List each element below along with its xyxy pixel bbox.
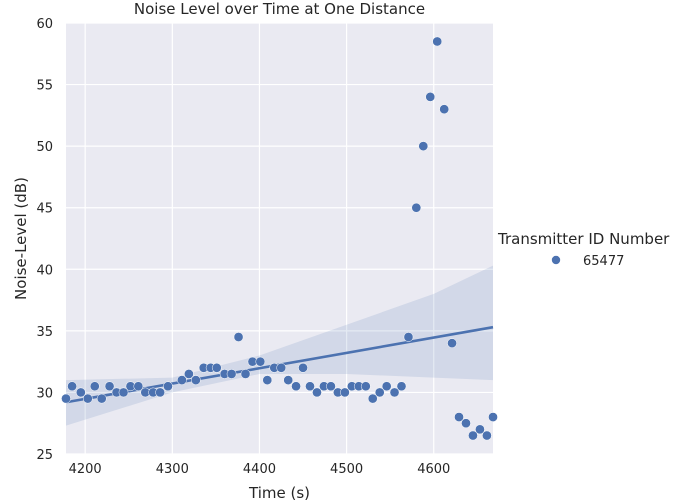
- data-point: [305, 381, 315, 392]
- data-point: [367, 393, 378, 404]
- data-point: [381, 381, 392, 392]
- data-point: [396, 381, 407, 392]
- data-point: [389, 387, 400, 398]
- x-tick-label: 4200: [69, 462, 102, 477]
- data-point: [82, 393, 93, 404]
- data-point: [418, 141, 429, 151]
- data-point: [262, 375, 273, 385]
- data-point: [482, 430, 492, 441]
- data-point: [233, 332, 244, 342]
- data-point: [475, 424, 485, 435]
- data-point: [411, 202, 422, 213]
- data-point: [326, 381, 336, 392]
- y-tick-label: 35: [36, 325, 53, 340]
- data-point: [133, 381, 144, 392]
- x-tick-label: 4300: [156, 462, 189, 477]
- y-tick-label: 40: [36, 263, 53, 278]
- data-point: [374, 387, 385, 398]
- data-point: [89, 381, 100, 392]
- data-point: [283, 375, 294, 385]
- data-point: [177, 375, 187, 385]
- x-tick-labels: 4200 4300 4400 4500 4600: [69, 462, 451, 477]
- data-point: [211, 362, 222, 373]
- legend-title: Transmitter ID Number: [497, 230, 670, 248]
- data-point: [255, 356, 266, 367]
- scatter-points: [61, 36, 498, 441]
- y-axis-label: Noise-Level (dB): [12, 177, 30, 300]
- x-tick-label: 4600: [417, 462, 450, 477]
- y-tick-label: 60: [36, 17, 53, 32]
- data-point: [461, 418, 471, 429]
- y-tick-label: 30: [36, 386, 53, 401]
- data-point: [104, 381, 115, 392]
- data-point: [447, 338, 457, 349]
- y-tick-label: 45: [36, 202, 53, 217]
- data-point: [298, 362, 308, 373]
- x-tick-label: 4500: [330, 462, 363, 477]
- data-point: [291, 381, 301, 392]
- y-tick-label: 55: [36, 79, 53, 94]
- x-tick-label: 4400: [243, 462, 276, 477]
- data-point: [468, 430, 478, 441]
- data-point: [75, 387, 86, 398]
- y-tick-label: 50: [36, 140, 53, 155]
- data-point: [61, 393, 71, 404]
- data-point: [118, 387, 129, 398]
- data-point: [340, 387, 350, 398]
- data-point: [403, 332, 414, 342]
- data-point: [226, 369, 237, 379]
- data-point: [360, 381, 371, 392]
- data-point: [190, 375, 201, 385]
- data-point: [155, 387, 165, 398]
- y-tick-label: 25: [36, 448, 53, 463]
- legend-marker: [551, 255, 561, 265]
- legend: Transmitter ID Number 65477: [497, 230, 670, 269]
- data-point: [163, 381, 173, 392]
- x-axis-label: Time (s): [248, 484, 310, 500]
- data-point: [432, 36, 443, 47]
- data-point: [96, 393, 107, 404]
- data-point: [488, 412, 498, 422]
- data-point: [439, 104, 450, 115]
- data-point: [184, 369, 194, 379]
- data-point: [67, 381, 77, 392]
- data-point: [276, 362, 287, 373]
- y-tick-labels: 25 30 35 40 45 50 55 60: [36, 17, 53, 463]
- data-point: [425, 92, 436, 102]
- data-point: [312, 387, 322, 398]
- data-point: [454, 412, 464, 422]
- legend-entry-label: 65477: [583, 254, 624, 269]
- data-point: [240, 369, 251, 379]
- chart-title: Noise Level over Time at One Distance: [134, 0, 425, 18]
